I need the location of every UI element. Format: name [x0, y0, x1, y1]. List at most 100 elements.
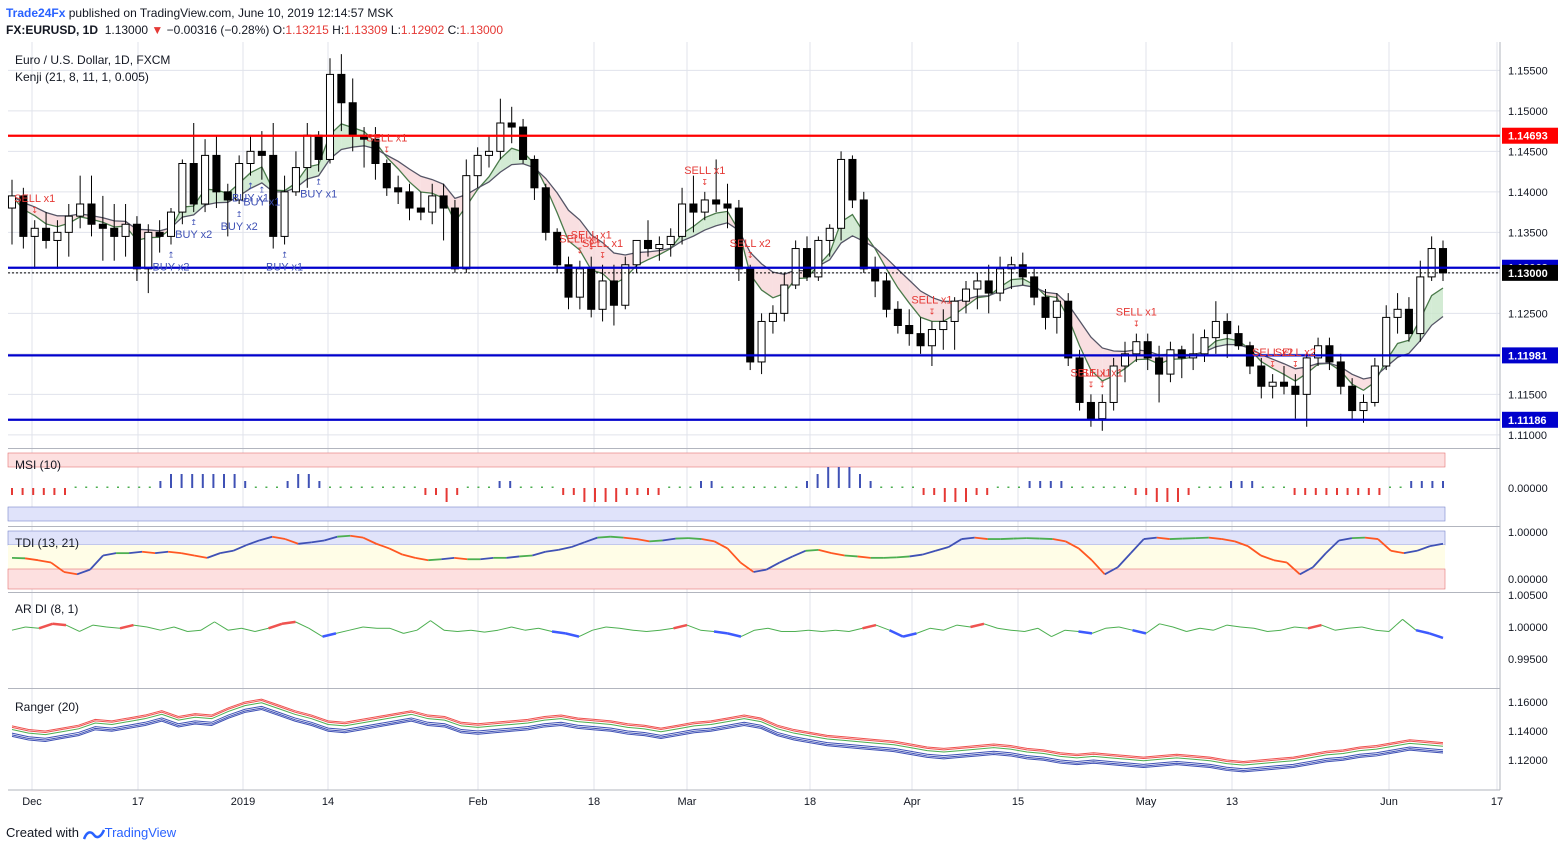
msi-bar	[583, 488, 586, 502]
kenji-band	[579, 220, 592, 270]
msi-bar	[753, 486, 755, 488]
ranger-line	[11, 700, 1444, 764]
candle-body	[757, 320, 766, 363]
candle-body	[439, 195, 448, 209]
ardi-segment	[1145, 623, 1160, 634]
tdi-segment	[948, 538, 963, 548]
msi-bar	[403, 486, 406, 488]
tdi-segment	[415, 556, 429, 562]
msi-bar	[572, 488, 575, 495]
price-axis[interactable]: 1.15500 1.15000 1.14500 1.14000 1.13500 1.130…	[1502, 65, 1558, 442]
candle-body	[643, 239, 653, 250]
msi-bar	[1124, 486, 1126, 488]
ardi-segment	[173, 626, 188, 632]
ardi-segment	[335, 629, 350, 634]
ardi-segment	[1307, 623, 1322, 630]
y-tick-label: 1.15000	[1508, 106, 1548, 118]
candle-body	[1132, 341, 1141, 355]
msi-pane[interactable]: 0.00000	[7, 452, 1548, 522]
candle-body	[1052, 300, 1061, 318]
msi-bar	[11, 488, 13, 495]
kenji-slow-line	[11, 145, 1444, 380]
kenji-band	[1090, 337, 1103, 381]
ardi-segment	[362, 626, 377, 629]
msi-bar	[64, 488, 66, 495]
msi-bar	[795, 486, 798, 488]
ardi-segment	[187, 629, 202, 632]
tdi-pane[interactable]: 1.00000 0.00000	[7, 527, 1548, 590]
ardi-segment	[1334, 627, 1349, 631]
ardi-segment	[457, 629, 472, 632]
candle-body	[780, 284, 789, 314]
candle-body	[689, 203, 698, 213]
msi-bar	[117, 486, 119, 488]
ardi-segment	[200, 621, 215, 631]
candle-body	[1086, 401, 1095, 420]
signal-label: BUY x2	[221, 221, 258, 233]
tdi-segment	[128, 550, 143, 555]
ardi-y-tick: 0.99500	[1508, 654, 1548, 666]
kenji-band	[716, 211, 728, 226]
tdi-segment	[974, 536, 988, 540]
ardi-segment	[1051, 629, 1066, 638]
msi-bar	[1346, 488, 1349, 495]
tdi-segment	[284, 538, 299, 545]
msi-bar	[551, 486, 554, 488]
candle-body	[371, 138, 380, 164]
candle-body	[598, 280, 607, 310]
msi-bar	[901, 486, 904, 488]
kenji-band	[557, 192, 569, 241]
msi-bar	[1442, 481, 1444, 488]
msi-bar	[562, 488, 565, 495]
candle-body	[1427, 248, 1436, 278]
candle-body	[235, 163, 244, 201]
tdi-segment	[726, 547, 742, 564]
ranger-legend: Ranger (20)	[15, 700, 79, 714]
ardi-segment	[619, 627, 634, 631]
tdi-segment	[1130, 538, 1145, 554]
tdi-segment	[844, 554, 858, 558]
candle-body	[416, 207, 425, 213]
candle-body	[905, 325, 914, 335]
tdi-segment	[1390, 549, 1405, 555]
kenji-band	[420, 176, 433, 194]
candle-body	[1302, 357, 1311, 395]
ardi-segment	[254, 627, 269, 632]
ardi-segment	[430, 620, 445, 631]
ardi-segment	[1388, 618, 1403, 632]
candle-body	[269, 154, 278, 237]
msi-bar	[625, 488, 628, 495]
ardi-segment	[295, 621, 310, 629]
tdi-segment	[402, 553, 416, 559]
sell-arrow-icon: ↧	[577, 247, 584, 256]
tdi-segment	[1429, 542, 1444, 547]
msi-bar	[1378, 488, 1381, 495]
ardi-pane[interactable]: 1.00500 1.00000 0.99500	[11, 590, 1548, 666]
ranger-pane[interactable]: 1.16000 1.14000 1.12000	[11, 697, 1548, 773]
tdi-segment	[1247, 545, 1262, 557]
ranger-line	[11, 698, 1444, 762]
candle-body	[405, 191, 414, 209]
author-link[interactable]: Trade24Fx	[6, 6, 66, 20]
sell-arrow-icon: ↧	[588, 243, 595, 252]
tradingview-link[interactable]: TradingView	[104, 825, 177, 840]
candle-body	[1041, 296, 1050, 318]
msi-bar	[1007, 486, 1010, 488]
tdi-segment	[1156, 536, 1170, 540]
kenji-band	[568, 210, 580, 251]
ardi-segment	[794, 629, 809, 632]
time-axis[interactable]: Dec 17 2019 14 Feb 18 Mar 18 Apr 15 May 13 Jun 17	[22, 796, 1503, 808]
tdi-segment	[1208, 536, 1222, 540]
candle-body	[825, 227, 834, 241]
x-tick-label: Apr	[903, 796, 920, 808]
kenji-band	[398, 161, 410, 182]
tdi-segment	[1273, 559, 1288, 564]
candle-body	[621, 264, 630, 306]
msi-bar	[689, 486, 692, 488]
ardi-segment	[1361, 626, 1376, 631]
ardi-segment	[673, 623, 688, 630]
tdi-segment	[532, 550, 546, 557]
main-pane[interactable]: SELL x1↧BUY x2↥BUY x2↥ BUY x2↥BUY x1↥BUY …	[7, 54, 1500, 431]
level-price-tag	[1502, 347, 1558, 364]
